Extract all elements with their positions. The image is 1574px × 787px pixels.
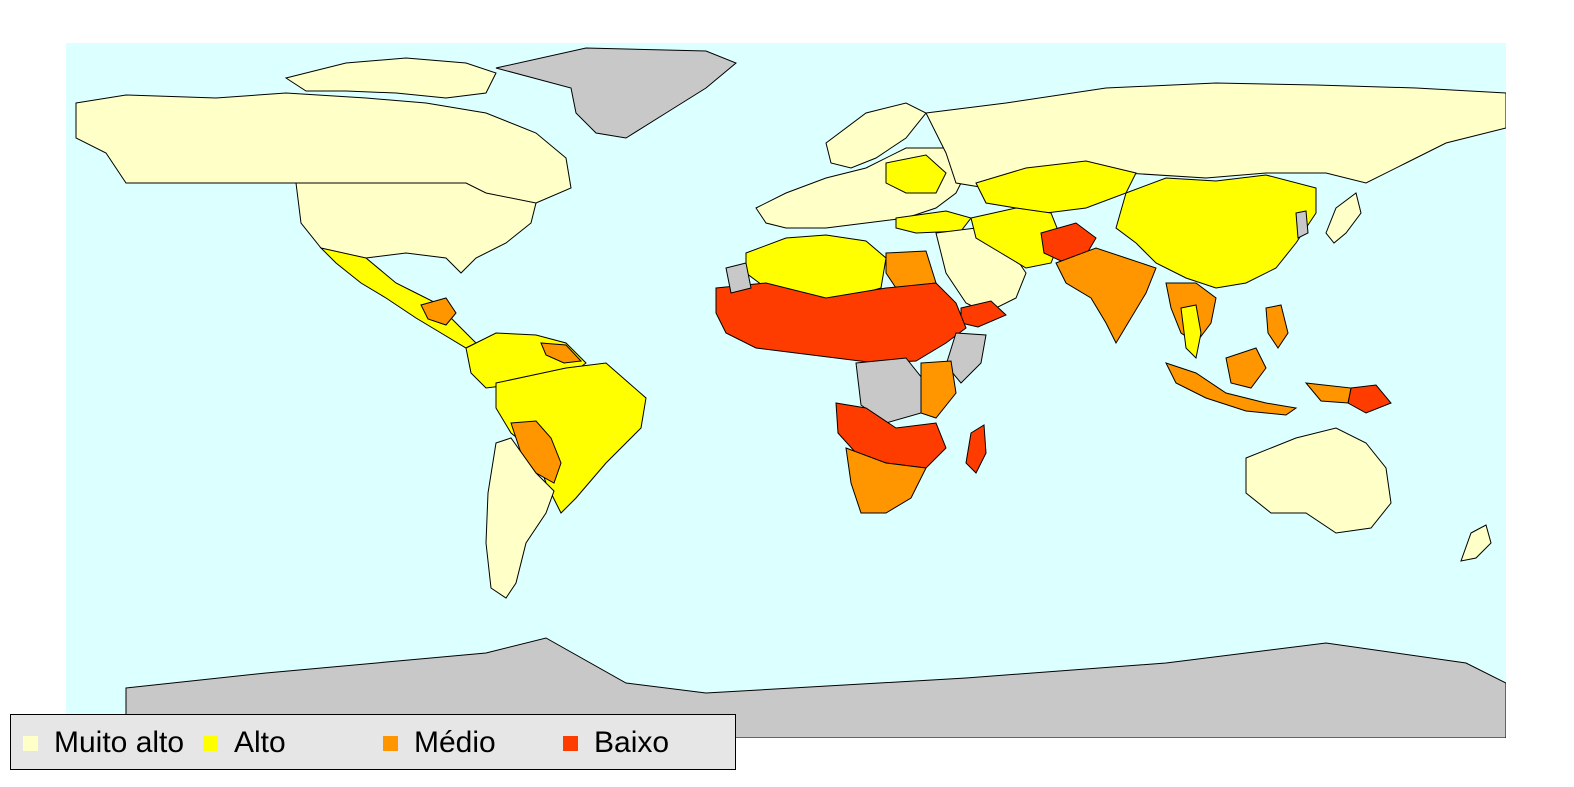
- region-brazil: [495, 362, 647, 514]
- region-china: [1115, 174, 1317, 289]
- region-arctic-islands: [284, 57, 497, 99]
- region-thailand-malaysia: [1180, 304, 1202, 360]
- region-eastern-europe: [885, 154, 947, 194]
- legend-swatch-baixo: [563, 735, 578, 751]
- region-central-asia: [975, 160, 1137, 214]
- region-angola-zambia: [835, 402, 947, 469]
- legend-swatch-alto: [203, 735, 218, 751]
- region-australia: [1245, 427, 1392, 534]
- legend-item-alto: Alto: [203, 715, 286, 771]
- legend-swatch-muito-alto: [23, 735, 38, 751]
- region-india: [1055, 247, 1157, 345]
- region-guianas: [540, 342, 583, 364]
- region-iran: [970, 207, 1062, 269]
- region-canada: [75, 92, 572, 209]
- legend: Muito alto Alto Médio Baixo: [10, 714, 736, 770]
- world-map: [66, 43, 1506, 738]
- region-madagascar: [965, 424, 987, 474]
- region-central-america: [420, 297, 457, 326]
- region-antarctica: [125, 637, 1506, 738]
- region-east-africa: [920, 360, 957, 419]
- map-svg: [66, 43, 1506, 738]
- region-southern-africa: [845, 447, 927, 514]
- region-new-guinea-west: [1304, 382, 1352, 404]
- region-scandinavia: [825, 102, 927, 169]
- legend-item-medio: Médio: [383, 715, 496, 771]
- region-north-africa: [745, 234, 887, 299]
- region-japan: [1325, 192, 1362, 244]
- region-borneo: [1225, 347, 1267, 389]
- legend-label-medio: Médio: [414, 726, 496, 759]
- region-indonesia: [1165, 362, 1298, 416]
- region-western-sahara: [725, 262, 752, 294]
- legend-label-baixo: Baixo: [594, 726, 670, 759]
- region-horn-of-africa: [945, 332, 987, 384]
- legend-label-muito-alto: Muito alto: [54, 726, 185, 759]
- region-southern-cone: [485, 437, 555, 599]
- legend-item-muito-alto: Muito alto: [23, 715, 184, 771]
- region-greenland: [495, 47, 737, 139]
- legend-swatch-medio: [383, 735, 398, 751]
- region-sahel: [715, 282, 967, 364]
- legend-label-alto: Alto: [234, 726, 286, 759]
- region-new-zealand: [1460, 524, 1492, 562]
- region-philippines: [1265, 304, 1289, 349]
- legend-item-baixo: Baixo: [563, 715, 669, 771]
- region-korea: [1295, 210, 1309, 239]
